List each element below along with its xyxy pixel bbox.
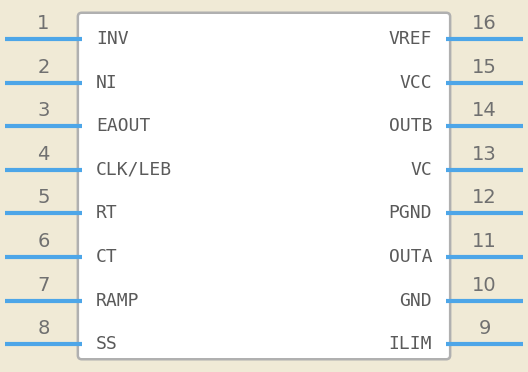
- Text: 16: 16: [472, 14, 497, 33]
- Text: VCC: VCC: [400, 74, 432, 92]
- Text: 4: 4: [37, 145, 50, 164]
- Text: CLK/LEB: CLK/LEB: [96, 161, 172, 179]
- Text: SS: SS: [96, 335, 118, 353]
- Text: CT: CT: [96, 248, 118, 266]
- Text: 6: 6: [37, 232, 50, 251]
- Text: OUTB: OUTB: [389, 117, 432, 135]
- Text: INV: INV: [96, 30, 128, 48]
- Text: 15: 15: [472, 58, 497, 77]
- Text: 2: 2: [37, 58, 50, 77]
- Text: 7: 7: [37, 276, 50, 295]
- Text: OUTA: OUTA: [389, 248, 432, 266]
- Text: 12: 12: [472, 188, 497, 207]
- Text: 14: 14: [472, 101, 497, 120]
- Text: EAOUT: EAOUT: [96, 117, 150, 135]
- Text: 1: 1: [37, 14, 50, 33]
- FancyBboxPatch shape: [78, 13, 450, 359]
- Text: RT: RT: [96, 204, 118, 222]
- Text: 9: 9: [478, 319, 491, 338]
- Text: NI: NI: [96, 74, 118, 92]
- Text: PGND: PGND: [389, 204, 432, 222]
- Text: VC: VC: [410, 161, 432, 179]
- Text: VREF: VREF: [389, 30, 432, 48]
- Text: 10: 10: [472, 276, 497, 295]
- Text: RAMP: RAMP: [96, 292, 139, 310]
- Text: 11: 11: [472, 232, 497, 251]
- Text: GND: GND: [400, 292, 432, 310]
- Text: 13: 13: [472, 145, 497, 164]
- Text: 3: 3: [37, 101, 50, 120]
- Text: 8: 8: [37, 319, 50, 338]
- Text: ILIM: ILIM: [389, 335, 432, 353]
- Text: 5: 5: [37, 188, 50, 207]
